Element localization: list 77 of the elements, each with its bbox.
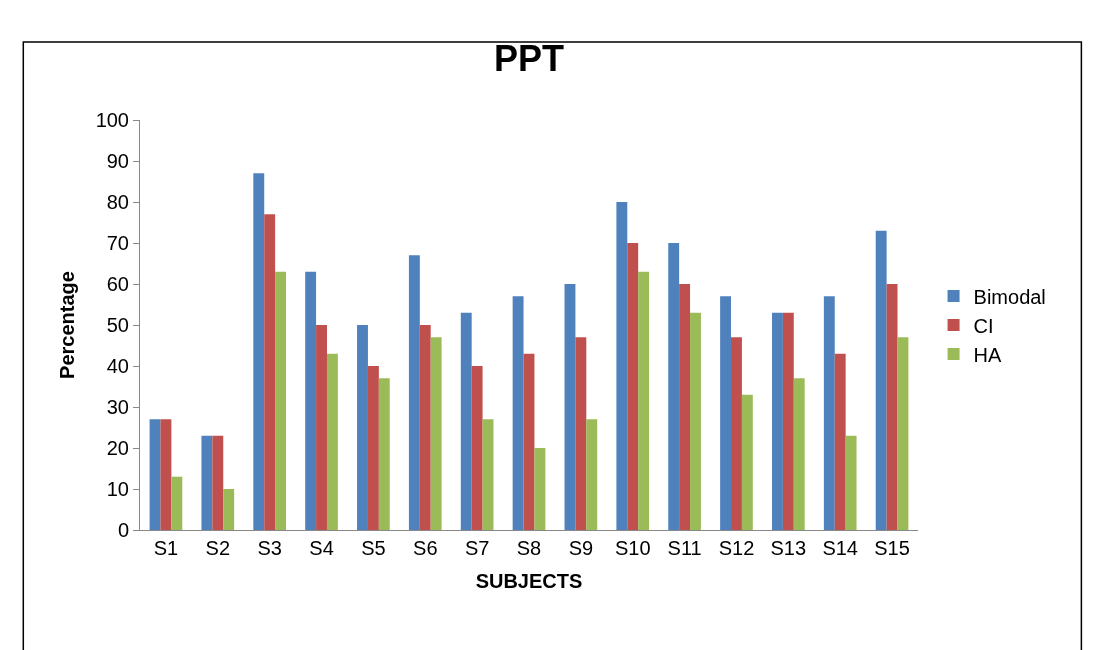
x-tick-label: S6 <box>413 537 438 559</box>
x-axis-title: SUBJECTS <box>475 569 583 592</box>
y-tick-label: 30 <box>106 396 129 418</box>
x-tick-label: S10 <box>614 537 651 559</box>
y-tick-label: 20 <box>106 437 129 459</box>
bar <box>772 312 783 530</box>
bar <box>679 284 691 530</box>
x-tick-label: S4 <box>309 537 334 559</box>
bar <box>782 312 794 530</box>
bar <box>357 325 368 530</box>
y-tick-label: 90 <box>106 150 129 172</box>
bar <box>223 489 235 530</box>
bar <box>326 353 338 530</box>
x-tick-label: S1 <box>153 537 179 559</box>
bar <box>586 419 598 530</box>
bar <box>305 271 317 530</box>
x-tick-label: S14 <box>822 537 858 559</box>
bar <box>720 296 732 530</box>
x-tick-label: S11 <box>667 537 702 559</box>
x-tick-label: S5 <box>361 537 386 559</box>
bar <box>897 337 909 530</box>
bar <box>690 312 701 530</box>
x-tick-label: S3 <box>257 537 282 559</box>
bar <box>378 378 390 530</box>
x-tick-label: S7 <box>464 537 490 559</box>
bar <box>430 337 442 530</box>
bar <box>564 284 576 530</box>
bar <box>264 214 276 530</box>
bar <box>171 476 183 530</box>
bar <box>845 435 857 530</box>
bar <box>793 378 805 530</box>
bar <box>741 394 753 530</box>
y-tick-label: 50 <box>106 314 129 336</box>
y-tick-label: 100 <box>95 109 129 131</box>
bar <box>160 419 172 530</box>
y-axis-title: Percentage <box>56 271 79 379</box>
bar <box>834 353 846 530</box>
bar <box>575 337 587 530</box>
y-tick-label: 60 <box>106 273 129 295</box>
bar <box>275 271 286 530</box>
y-tick-label: 80 <box>106 191 129 213</box>
x-tick-label: S15 <box>874 537 910 559</box>
bar <box>616 202 628 530</box>
bar <box>638 271 650 530</box>
x-tick-label: S9 <box>568 537 594 559</box>
chart-title: PPT <box>493 37 565 79</box>
bar <box>212 435 224 530</box>
y-tick-label: 10 <box>106 478 129 500</box>
legend-label: HA <box>973 343 1002 366</box>
y-tick-label: 70 <box>106 232 129 254</box>
bar <box>523 353 535 530</box>
bar <box>482 419 494 530</box>
bar <box>731 337 742 530</box>
bar <box>668 243 680 530</box>
bar <box>875 230 887 530</box>
bar <box>149 419 161 530</box>
legend-label: CI <box>973 314 994 337</box>
legend-label: Bimodal <box>973 285 1046 308</box>
bar <box>460 312 472 530</box>
x-tick-label: S2 <box>205 537 231 559</box>
x-tick-label: S8 <box>516 537 542 559</box>
bar <box>316 325 327 530</box>
bar <box>408 255 420 530</box>
bar <box>534 448 546 530</box>
bar <box>367 366 379 530</box>
y-tick-label: 0 <box>117 519 129 541</box>
bar <box>627 243 639 530</box>
y-tick-label: 40 <box>106 355 129 377</box>
x-tick-label: S12 <box>718 537 755 559</box>
bar <box>253 173 265 530</box>
bar <box>512 296 524 530</box>
bar <box>201 435 213 530</box>
x-tick-label: S13 <box>770 537 807 559</box>
bar <box>886 284 898 530</box>
bar <box>471 366 483 530</box>
bar <box>823 296 835 530</box>
bar <box>419 325 431 530</box>
